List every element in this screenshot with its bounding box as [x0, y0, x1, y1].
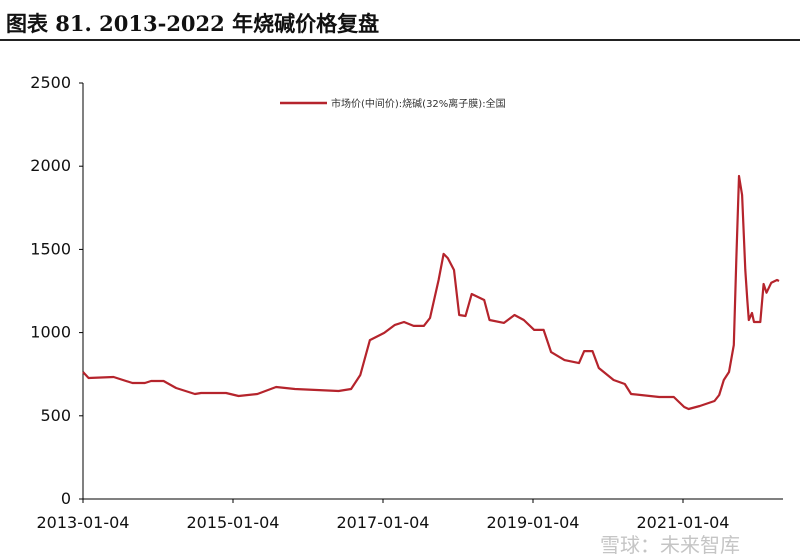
watermark: 雪球：未来智库 [600, 533, 740, 557]
y-tick-label: 1000 [30, 323, 71, 342]
x-tick-label: 2021-01-04 [637, 513, 730, 532]
x-tick-label: 2013-01-04 [37, 513, 130, 532]
x-tick-label: 2015-01-04 [187, 513, 280, 532]
legend-label: 市场价(中间价):烧碱(32%离子膜):全国 [331, 97, 506, 110]
legend: 市场价(中间价):烧碱(32%离子膜):全国 [280, 97, 506, 110]
y-tick-label: 2500 [30, 73, 71, 92]
x-tick-label: 2019-01-04 [487, 513, 580, 532]
axes [82, 83, 783, 500]
x-tick-label: 2017-01-04 [337, 513, 430, 532]
title-divider [0, 39, 800, 41]
figure-title: 图表 81. 2013-2022 年烧碱价格复盘 [6, 11, 380, 36]
y-tick-label: 500 [40, 406, 71, 425]
y-tick-label: 0 [61, 489, 71, 508]
series-line [82, 174, 780, 411]
y-tick-label: 2000 [30, 156, 71, 175]
y-tick-label: 1500 [30, 239, 71, 258]
